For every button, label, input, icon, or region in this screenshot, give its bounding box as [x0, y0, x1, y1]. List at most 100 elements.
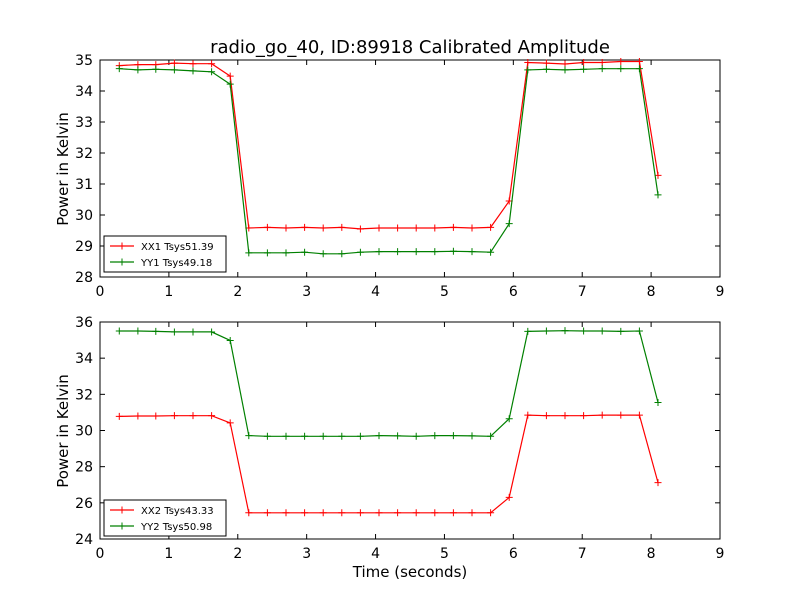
data-point: [226, 72, 234, 80]
y-tick-label: 30: [75, 208, 93, 224]
y-tick-label: 32: [75, 387, 93, 403]
data-point: [580, 327, 588, 335]
data-point: [301, 248, 309, 256]
legend-box: [103, 235, 227, 273]
x-tick-label: 2: [233, 284, 242, 300]
data-point: [226, 336, 234, 344]
data-point: [338, 223, 346, 231]
x-tick-label: 8: [647, 284, 656, 300]
data-point: [524, 327, 532, 335]
data-point: [152, 327, 160, 335]
data-point: [487, 432, 495, 440]
data-point: [282, 224, 290, 232]
data-point: [319, 509, 327, 517]
plot-frame: [99, 59, 721, 278]
x-tick-label: 1: [164, 546, 173, 562]
legend-marker: [118, 258, 126, 266]
data-point: [282, 509, 290, 517]
data-point: [635, 58, 643, 66]
data-point: [431, 509, 439, 517]
data-point: [487, 509, 495, 517]
y-tick-label: 32: [75, 146, 93, 162]
x-tick-label: 1: [164, 284, 173, 300]
x-tick-label: 9: [716, 546, 725, 562]
data-point: [115, 412, 123, 420]
data-point: [170, 66, 178, 74]
data-point: [654, 479, 662, 487]
legend-label: YY1 Tsys49.18: [140, 258, 212, 269]
data-point: [505, 415, 513, 423]
data-point: [208, 60, 216, 68]
data-point: [375, 509, 383, 517]
data-point: [208, 328, 216, 336]
data-point: [468, 248, 476, 256]
data-point: [524, 66, 532, 74]
data-point: [635, 411, 643, 419]
y-tick-label: 24: [75, 532, 93, 548]
data-point: [524, 411, 532, 419]
bottom-y-axis-label: Power in Kelvin: [54, 374, 72, 488]
data-point: [654, 398, 662, 406]
data-point: [170, 412, 178, 420]
data-point: [356, 509, 364, 517]
y-tick-label: 26: [75, 496, 93, 512]
data-point: [431, 432, 439, 440]
data-point: [394, 248, 402, 256]
x-tick-label: 2: [233, 546, 242, 562]
data-point: [263, 223, 271, 231]
data-point: [152, 412, 160, 420]
data-point: [542, 65, 550, 73]
top-subplot: radio_go_40, ID:89918 Calibrated Amplitu…: [54, 37, 724, 300]
data-point: [431, 248, 439, 256]
data-point: [319, 250, 327, 258]
data-point: [524, 58, 532, 66]
x-tick-label: 5: [440, 546, 449, 562]
data-point: [617, 411, 625, 419]
data-point: [542, 412, 550, 420]
y-tick-label: 33: [75, 115, 93, 131]
data-point: [301, 223, 309, 231]
data-point: [115, 327, 123, 335]
data-point: [134, 327, 142, 335]
data-point: [394, 224, 402, 232]
data-point: [617, 65, 625, 73]
data-point: [263, 509, 271, 517]
x-tick-label: 4: [371, 284, 380, 300]
data-point: [580, 412, 588, 420]
x-tick-label: 4: [371, 546, 380, 562]
data-point: [449, 223, 457, 231]
data-point: [189, 412, 197, 420]
data-point: [189, 67, 197, 75]
legend-label: YY2 Tsys50.98: [140, 522, 212, 533]
data-point: [189, 60, 197, 68]
x-tick-label: 0: [96, 546, 105, 562]
data-point: [394, 509, 402, 517]
x-tick-label: 9: [716, 284, 725, 300]
legend-label: XX1 Tsys51.39: [141, 242, 214, 253]
data-point: [561, 60, 569, 68]
data-point: [580, 58, 588, 66]
chart-title: radio_go_40, ID:89918 Calibrated Amplitu…: [210, 37, 610, 58]
y-tick-label: 36: [75, 315, 93, 331]
data-point: [542, 59, 550, 67]
legend-marker: [118, 522, 126, 530]
x-tick-label: 6: [509, 546, 518, 562]
data-point: [301, 432, 309, 440]
data-point: [468, 432, 476, 440]
x-tick-label: 3: [302, 284, 311, 300]
y-tick-label: 29: [75, 239, 93, 255]
data-point: [468, 509, 476, 517]
data-point: [338, 250, 346, 258]
data-point: [598, 411, 606, 419]
data-point: [505, 493, 513, 501]
data-point: [301, 509, 309, 517]
x-tick-label: 7: [578, 546, 587, 562]
data-point: [487, 248, 495, 256]
data-point: [356, 432, 364, 440]
data-point: [561, 327, 569, 335]
data-point: [375, 432, 383, 440]
data-point: [375, 248, 383, 256]
x-tick-label: 7: [578, 284, 587, 300]
